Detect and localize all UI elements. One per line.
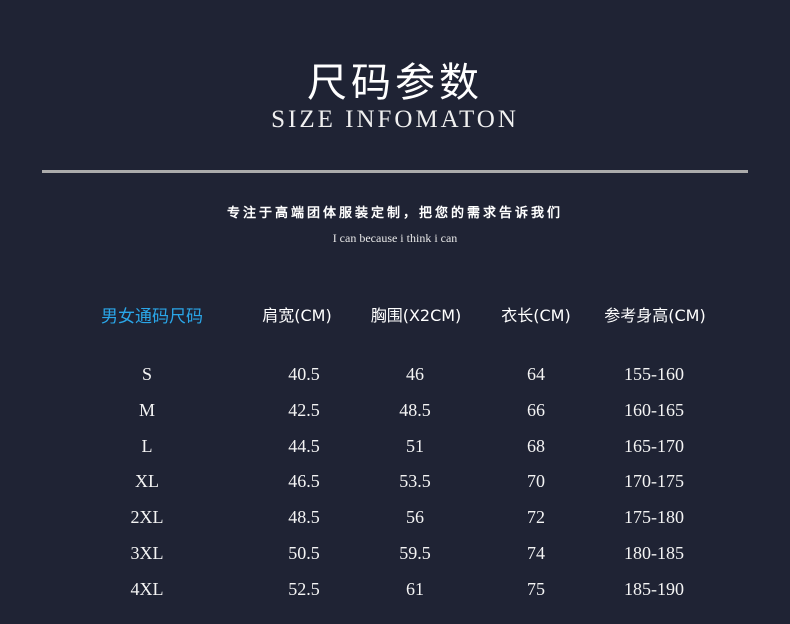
cell-shoulder: 44.5 xyxy=(288,435,320,456)
cell-length: 74 xyxy=(527,543,545,563)
cell-size: L xyxy=(141,435,153,456)
header-height: 参考身高(CM) xyxy=(604,306,706,325)
header-size: 男女通码尺码 xyxy=(101,307,203,327)
cell-size: S xyxy=(141,364,153,384)
cell-chest: 53.5 xyxy=(399,471,431,492)
motto: I can because i think i can xyxy=(332,231,458,245)
cell-height: 160-165 xyxy=(624,399,684,420)
header-length: 衣长(CM) xyxy=(501,306,571,325)
cell-chest: 46 xyxy=(406,364,424,384)
cell-length: 70 xyxy=(527,471,545,492)
cell-length: 66 xyxy=(527,399,545,420)
cell-length: 75 xyxy=(527,578,545,599)
cell-length: 64 xyxy=(527,364,545,384)
cell-chest: 51 xyxy=(406,435,424,456)
cell-size: 3XL xyxy=(130,543,164,563)
cell-shoulder: 40.5 xyxy=(288,364,320,384)
divider xyxy=(42,170,748,173)
cell-size: 2XL xyxy=(130,507,164,528)
cell-size: M xyxy=(138,399,156,420)
cell-height: 165-170 xyxy=(624,435,684,456)
cell-shoulder: 48.5 xyxy=(288,507,320,528)
slogan: 专注于高端团体服装定制，把您的需求告诉我们 xyxy=(226,206,563,221)
page-title: 尺码参数 xyxy=(307,60,483,106)
cell-length: 72 xyxy=(527,507,545,528)
page-subtitle: SIZE INFOMATON xyxy=(271,106,519,133)
cell-height: 175-180 xyxy=(624,507,684,528)
cell-size: XL xyxy=(135,471,159,492)
cell-shoulder: 46.5 xyxy=(288,471,320,492)
cell-height: 170-175 xyxy=(624,471,684,492)
cell-height: 185-190 xyxy=(624,578,684,599)
header-chest: 胸围(X2CM) xyxy=(370,306,462,325)
cell-shoulder: 50.5 xyxy=(288,543,320,563)
cell-height: 155-160 xyxy=(624,364,684,384)
header-shoulder: 肩宽(CM) xyxy=(262,306,332,325)
cell-chest: 48.5 xyxy=(399,399,431,420)
cell-size: 4XL xyxy=(130,578,164,599)
cell-chest: 56 xyxy=(406,507,424,528)
cell-height: 180-185 xyxy=(624,543,684,563)
cell-chest: 61 xyxy=(406,578,424,599)
cell-shoulder: 42.5 xyxy=(288,399,320,420)
cell-shoulder: 52.5 xyxy=(288,578,320,599)
cell-length: 68 xyxy=(527,435,545,456)
cell-chest: 59.5 xyxy=(399,543,431,563)
